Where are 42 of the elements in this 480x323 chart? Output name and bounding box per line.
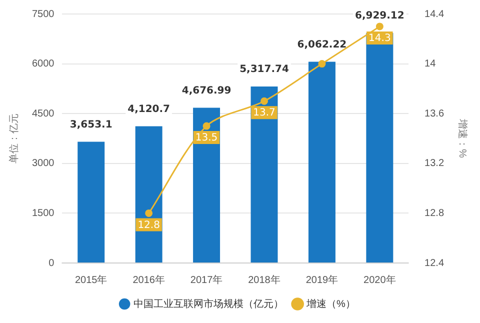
data-label: 6,062.22 <box>297 39 347 50</box>
x-tick-label: 2019年 <box>306 274 338 286</box>
y2-tick-label: 13.2 <box>424 158 444 170</box>
y2-tick-label: 12.4 <box>424 258 444 269</box>
data-label: 13.5 <box>195 132 218 144</box>
y2-axis-title: 增速：% <box>456 118 468 158</box>
x-tick-label: 2016年 <box>132 274 165 286</box>
bar <box>193 108 220 262</box>
point <box>260 97 268 105</box>
x-tick-label: 2020年 <box>364 274 396 286</box>
y-axis-title: 单位：亿元 <box>8 114 20 164</box>
point <box>376 22 384 30</box>
x-tick-label: 2015年 <box>74 274 108 286</box>
y-tick-label: 6000 <box>32 58 55 70</box>
legend-label: 增速（%） <box>306 298 356 310</box>
x-tick-label: 2017年 <box>190 274 223 286</box>
data-label: 4,120.7 <box>128 104 170 115</box>
point <box>202 122 210 130</box>
bar <box>250 86 278 262</box>
data-label: 12.8 <box>138 220 160 231</box>
data-label: 14.3 <box>368 33 391 44</box>
y2-tick-label: 12.8 <box>424 208 444 219</box>
point <box>318 60 326 68</box>
data-label: 13.7 <box>253 108 276 119</box>
y-tick-label: 3000 <box>32 158 55 170</box>
y-tick-label: 1500 <box>32 208 55 219</box>
y2-tick-label: 14.4 <box>424 8 444 20</box>
bar <box>308 62 336 262</box>
data-label: 4,676.99 <box>182 85 232 96</box>
bar <box>78 142 105 262</box>
y-tick-label: 0 <box>48 258 55 269</box>
y2-tick-label: 13.6 <box>424 108 444 120</box>
point <box>145 209 153 217</box>
data-label: 5,317.74 <box>240 64 289 76</box>
data-label: 3,653.1 <box>70 119 112 130</box>
bar <box>366 32 394 262</box>
data-label: 6,929.12 <box>355 10 404 22</box>
y2-tick-label: 14 <box>424 58 436 70</box>
x-tick-label: 2018年 <box>248 274 280 286</box>
legend-label: 中国工业互联网市场规模（亿元） <box>134 298 284 310</box>
y-tick-label: 4500 <box>32 108 55 120</box>
y-tick-label: 7500 <box>32 8 55 20</box>
